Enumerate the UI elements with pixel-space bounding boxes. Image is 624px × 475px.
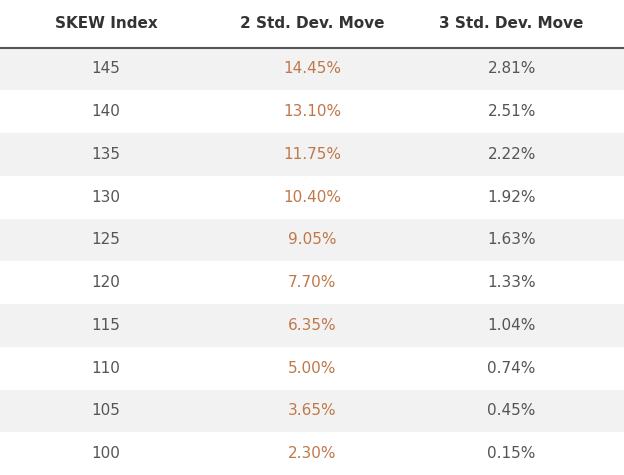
Text: 140: 140	[92, 104, 120, 119]
Text: 3 Std. Dev. Move: 3 Std. Dev. Move	[439, 16, 584, 31]
Text: 125: 125	[92, 232, 120, 247]
Text: 1.33%: 1.33%	[487, 275, 536, 290]
Bar	[0, 90, 624, 133]
Text: 2.30%: 2.30%	[288, 446, 336, 461]
Text: 10.40%: 10.40%	[283, 190, 341, 205]
Text: 120: 120	[92, 275, 120, 290]
Bar	[0, 261, 624, 304]
Bar	[0, 432, 624, 475]
Text: 2.81%: 2.81%	[487, 61, 536, 76]
Bar	[0, 176, 624, 218]
Text: 110: 110	[92, 361, 120, 376]
Text: 2 Std. Dev. Move: 2 Std. Dev. Move	[240, 16, 384, 31]
Text: 1.63%: 1.63%	[487, 232, 536, 247]
Text: 9.05%: 9.05%	[288, 232, 336, 247]
Text: 14.45%: 14.45%	[283, 61, 341, 76]
Text: 145: 145	[92, 61, 120, 76]
Bar	[0, 304, 624, 347]
Bar	[0, 0, 624, 48]
Text: 105: 105	[92, 403, 120, 418]
Text: 3.65%: 3.65%	[288, 403, 336, 418]
Bar	[0, 133, 624, 176]
Text: 100: 100	[92, 446, 120, 461]
Text: 13.10%: 13.10%	[283, 104, 341, 119]
Text: 1.92%: 1.92%	[487, 190, 536, 205]
Bar	[0, 347, 624, 390]
Bar	[0, 48, 624, 90]
Text: 130: 130	[92, 190, 120, 205]
Bar	[0, 390, 624, 432]
Text: 115: 115	[92, 318, 120, 333]
Text: 135: 135	[92, 147, 120, 162]
Text: 0.45%: 0.45%	[487, 403, 536, 418]
Text: 1.04%: 1.04%	[487, 318, 536, 333]
Bar	[0, 218, 624, 261]
Text: 2.51%: 2.51%	[487, 104, 536, 119]
Text: 11.75%: 11.75%	[283, 147, 341, 162]
Text: 5.00%: 5.00%	[288, 361, 336, 376]
Text: 2.22%: 2.22%	[487, 147, 536, 162]
Text: SKEW Index: SKEW Index	[55, 16, 157, 31]
Text: 7.70%: 7.70%	[288, 275, 336, 290]
Text: 0.15%: 0.15%	[487, 446, 536, 461]
Text: 0.74%: 0.74%	[487, 361, 536, 376]
Text: 6.35%: 6.35%	[288, 318, 336, 333]
